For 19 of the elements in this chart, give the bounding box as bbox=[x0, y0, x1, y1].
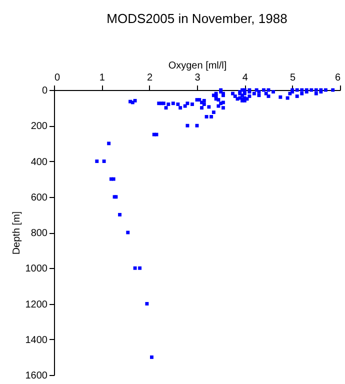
x-tick-label: 0 bbox=[54, 72, 60, 84]
x-tick-label: 3 bbox=[194, 72, 201, 84]
x-tick-label: 4 bbox=[242, 72, 248, 84]
chart-title: MODS2005 in November, 1988 bbox=[106, 11, 288, 26]
y-tick-label: 800 bbox=[30, 228, 48, 239]
y-tick-label: 1000 bbox=[25, 264, 48, 275]
y-tick-label: 200 bbox=[30, 121, 48, 132]
x-tick-label: 1 bbox=[99, 72, 106, 84]
y-tick-label: 1400 bbox=[25, 334, 48, 346]
x-tick-label: 5 bbox=[290, 72, 296, 84]
y-axis-title: Depth [m] bbox=[11, 211, 22, 255]
x-tick-label: 2 bbox=[147, 72, 154, 84]
x-axis-title: Oxygen [ml/l] bbox=[168, 60, 227, 72]
y-tick-label: 1600 bbox=[25, 370, 48, 382]
y-tick-label: 0 bbox=[42, 86, 48, 96]
y-tick-label: 400 bbox=[30, 156, 48, 168]
y-tick-label: 600 bbox=[30, 192, 48, 204]
x-tick-label: 6 bbox=[334, 72, 341, 84]
y-tick-label: 1200 bbox=[25, 299, 48, 310]
